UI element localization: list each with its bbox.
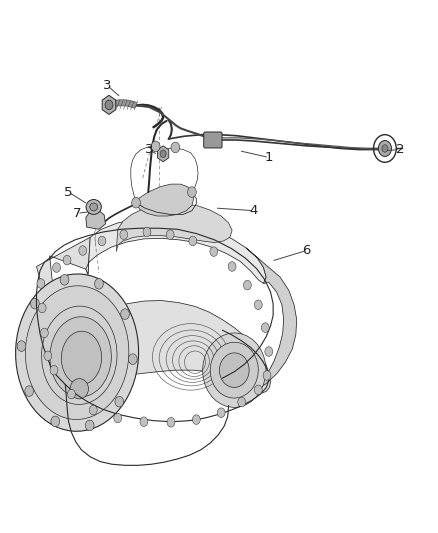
Polygon shape	[102, 95, 116, 115]
Circle shape	[120, 309, 129, 319]
Circle shape	[60, 274, 69, 285]
Circle shape	[37, 279, 45, 288]
Circle shape	[151, 141, 160, 152]
Circle shape	[160, 150, 166, 158]
Circle shape	[167, 417, 175, 427]
Circle shape	[228, 262, 236, 271]
Circle shape	[115, 397, 124, 407]
Text: 1: 1	[265, 151, 273, 164]
Polygon shape	[246, 248, 297, 387]
Circle shape	[44, 351, 52, 361]
Circle shape	[261, 323, 269, 333]
Polygon shape	[36, 237, 271, 393]
Circle shape	[51, 416, 60, 427]
Circle shape	[128, 354, 137, 365]
Circle shape	[171, 142, 180, 153]
Circle shape	[105, 100, 113, 110]
Circle shape	[25, 386, 34, 397]
Circle shape	[192, 415, 200, 424]
Ellipse shape	[16, 274, 138, 431]
Text: 5: 5	[64, 185, 73, 199]
Ellipse shape	[210, 342, 258, 398]
Circle shape	[382, 145, 388, 152]
Circle shape	[85, 420, 94, 431]
Polygon shape	[86, 209, 106, 229]
FancyBboxPatch shape	[204, 132, 222, 148]
Text: 3: 3	[145, 143, 153, 156]
Circle shape	[143, 227, 151, 237]
Ellipse shape	[70, 378, 88, 399]
Polygon shape	[136, 184, 194, 216]
Circle shape	[238, 397, 246, 407]
Ellipse shape	[86, 199, 101, 214]
Circle shape	[63, 255, 71, 265]
Text: 7: 7	[73, 207, 81, 220]
Circle shape	[31, 298, 39, 309]
Circle shape	[254, 385, 262, 394]
Circle shape	[132, 197, 141, 208]
Circle shape	[98, 236, 106, 246]
Circle shape	[217, 408, 225, 417]
Text: 4: 4	[250, 204, 258, 217]
Circle shape	[40, 328, 48, 338]
Circle shape	[244, 280, 251, 290]
Circle shape	[189, 236, 197, 246]
Ellipse shape	[50, 317, 111, 397]
Circle shape	[187, 187, 196, 197]
Ellipse shape	[25, 286, 129, 419]
Circle shape	[17, 341, 26, 351]
Circle shape	[89, 405, 97, 415]
Circle shape	[210, 247, 218, 256]
Circle shape	[67, 389, 75, 399]
Circle shape	[166, 230, 174, 239]
Circle shape	[140, 417, 148, 426]
Circle shape	[50, 366, 58, 375]
Circle shape	[263, 370, 271, 380]
Circle shape	[254, 300, 262, 310]
Polygon shape	[117, 204, 232, 252]
Circle shape	[114, 413, 122, 423]
Circle shape	[120, 230, 128, 239]
Circle shape	[378, 141, 392, 157]
Ellipse shape	[203, 333, 266, 407]
Circle shape	[53, 263, 60, 272]
Text: 3: 3	[103, 79, 112, 92]
Circle shape	[265, 347, 273, 357]
Ellipse shape	[219, 353, 249, 387]
Text: 6: 6	[302, 244, 311, 257]
Circle shape	[38, 303, 46, 313]
Circle shape	[79, 246, 87, 255]
Ellipse shape	[90, 203, 98, 211]
Ellipse shape	[61, 331, 102, 385]
Circle shape	[95, 279, 103, 289]
Text: 2: 2	[396, 143, 404, 156]
Polygon shape	[86, 219, 266, 284]
Polygon shape	[157, 146, 169, 162]
